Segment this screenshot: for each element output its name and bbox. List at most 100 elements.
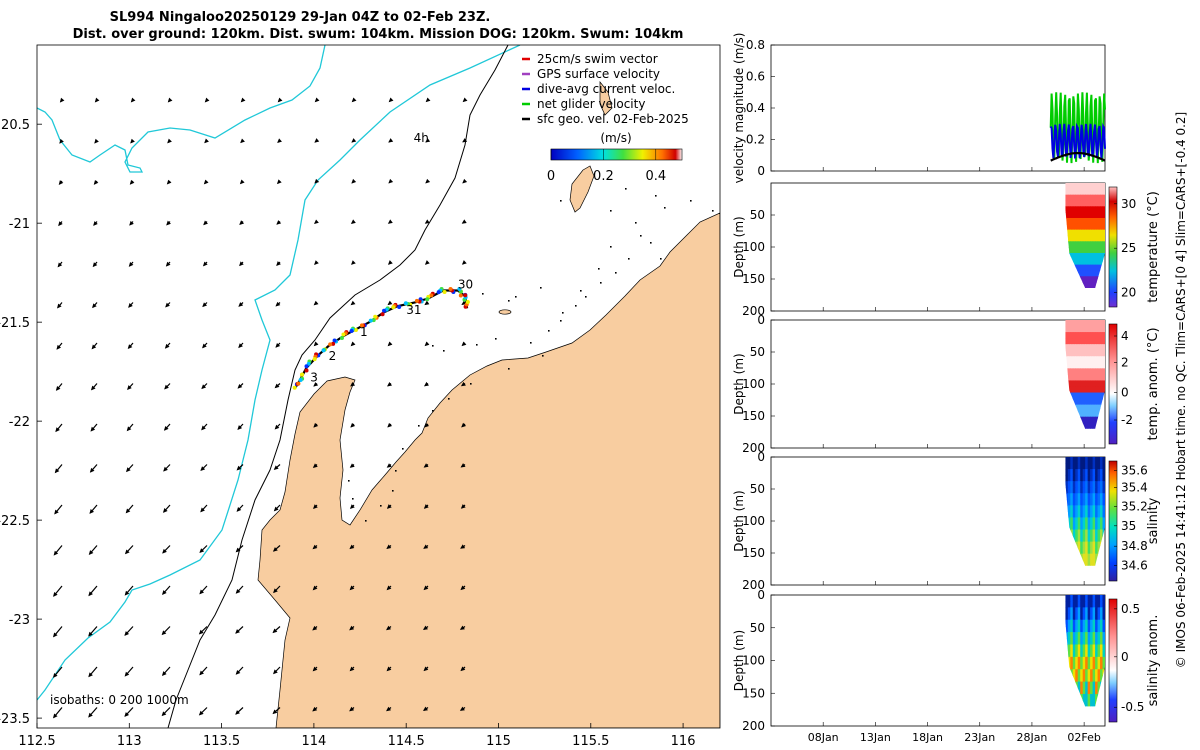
heatmap-cell — [1080, 625, 1084, 633]
heatmap-cell — [1080, 276, 1084, 283]
heatmap-cell — [1085, 693, 1089, 701]
heatmap-cell — [1090, 700, 1094, 707]
velocity-arrow-head — [202, 343, 207, 349]
velocity-arrow-head — [461, 422, 467, 428]
heatmap-cell — [1082, 487, 1086, 494]
heatmap-cell — [1065, 457, 1069, 464]
heatmap-cell — [1097, 475, 1101, 482]
reef-dot — [470, 383, 472, 385]
velocity-arrow-head — [128, 303, 133, 308]
heatmap-cell — [1085, 386, 1089, 394]
heatmap-cell — [1065, 212, 1069, 219]
velocity-arrow-head — [53, 550, 59, 556]
heatmap-cell — [1082, 463, 1086, 470]
velocity-arrow-head — [312, 463, 318, 468]
heatmap-cell — [1102, 463, 1105, 470]
heatmap-cell — [1100, 644, 1104, 652]
heatmap-cell — [1082, 410, 1086, 418]
heatmap-cell — [1080, 392, 1084, 400]
heatmap-cell — [1077, 374, 1081, 382]
heatmap-cell — [1082, 693, 1086, 701]
heatmap-cell — [1085, 625, 1089, 633]
map-y-tick-label: -22 — [9, 415, 30, 430]
heatmap-cell — [1095, 332, 1099, 339]
legend-label: sfc geo. vel. 02-Feb-2025 — [537, 112, 689, 126]
heatmap-cell — [1075, 505, 1079, 512]
heatmap-cell — [1090, 553, 1094, 561]
heatmap-cell — [1072, 338, 1076, 345]
heatmap-cell — [1100, 517, 1104, 525]
heatmap-cell — [1070, 223, 1074, 231]
heatmap-cell — [1090, 338, 1094, 345]
heatmap-cell — [1100, 356, 1104, 363]
velocity-arrow-head — [423, 585, 429, 591]
heatmap-cell — [1097, 675, 1101, 683]
track-point — [458, 293, 463, 298]
heatmap-cell — [1100, 511, 1104, 519]
velocity-arrow-head — [277, 97, 283, 103]
heatmap-cell — [1065, 356, 1069, 363]
heatmap-cell — [1092, 252, 1096, 260]
velocity-arrow-head — [235, 588, 241, 594]
heatmap-cell — [1092, 332, 1096, 339]
velocity-arrow-head — [349, 625, 355, 631]
heatmap-cell — [1082, 404, 1086, 412]
heatmap-cell — [1095, 398, 1099, 406]
heatmap-cell — [1087, 368, 1091, 375]
heatmap-cell — [1087, 687, 1091, 695]
heatmap-cell — [1095, 693, 1099, 701]
velocity-arrow-head — [202, 302, 208, 308]
velocity-arrow-head — [198, 629, 204, 635]
land-mass — [257, 212, 720, 728]
track-point — [414, 298, 419, 303]
heatmap-cell — [1085, 511, 1089, 519]
heatmap-cell — [1077, 535, 1081, 543]
heatmap-cell — [1090, 392, 1094, 400]
heatmap-cell — [1097, 398, 1101, 406]
heatmap-cell — [1097, 386, 1101, 394]
heatmap-cell — [1072, 535, 1076, 543]
heatmap-cell — [1075, 613, 1079, 621]
heatmap-cell — [1075, 529, 1079, 537]
velocity-arrow-head — [349, 463, 355, 468]
velocity-arrow-head — [276, 220, 282, 225]
heatmap-cell — [1085, 547, 1089, 555]
heatmap-cell — [1100, 625, 1104, 633]
heatmap-cell — [1082, 252, 1086, 260]
heatmap-cell — [1065, 493, 1069, 500]
heatmap-cell — [1082, 392, 1086, 400]
heatmap-cell — [1102, 235, 1105, 242]
speed-colorbar: (m/s) 0 0.2 0.4 — [547, 131, 683, 184]
heatmap-cell — [1087, 404, 1091, 412]
heatmap-cell — [1092, 457, 1096, 464]
heatmap-cell — [1077, 511, 1081, 519]
heatmap-cell — [1070, 523, 1074, 531]
heatmap-cell — [1085, 650, 1089, 658]
heatmap-cell — [1075, 517, 1079, 525]
velocity-arrow-head — [94, 138, 99, 144]
heatmap-cell — [1067, 469, 1071, 476]
velocity-arrow-head — [349, 666, 355, 672]
heatmap-cell — [1067, 350, 1071, 357]
velocity-arrow-head — [55, 427, 60, 433]
heatmap-cell — [1075, 392, 1079, 400]
heatmap-cell — [1092, 374, 1096, 382]
heatmap-cell — [1077, 625, 1081, 633]
heatmap-cell — [1070, 320, 1074, 327]
heatmap-cell — [1085, 663, 1089, 670]
heatmap-cell — [1085, 601, 1089, 608]
heatmap-cell — [1080, 241, 1084, 248]
heatmap-cell — [1070, 601, 1074, 608]
heatmap-cell — [1100, 258, 1104, 266]
heatmap-cell — [1070, 650, 1074, 658]
heatmap-cell — [1102, 362, 1105, 369]
heatmap-cell — [1092, 264, 1096, 272]
map-y-tick-label: -22.5 — [0, 514, 30, 529]
track-point — [300, 372, 305, 377]
heatmap-cell — [1080, 258, 1084, 266]
track-point — [298, 378, 303, 383]
heatmap-cell — [1065, 194, 1069, 202]
heatmap-cell — [1067, 607, 1071, 615]
